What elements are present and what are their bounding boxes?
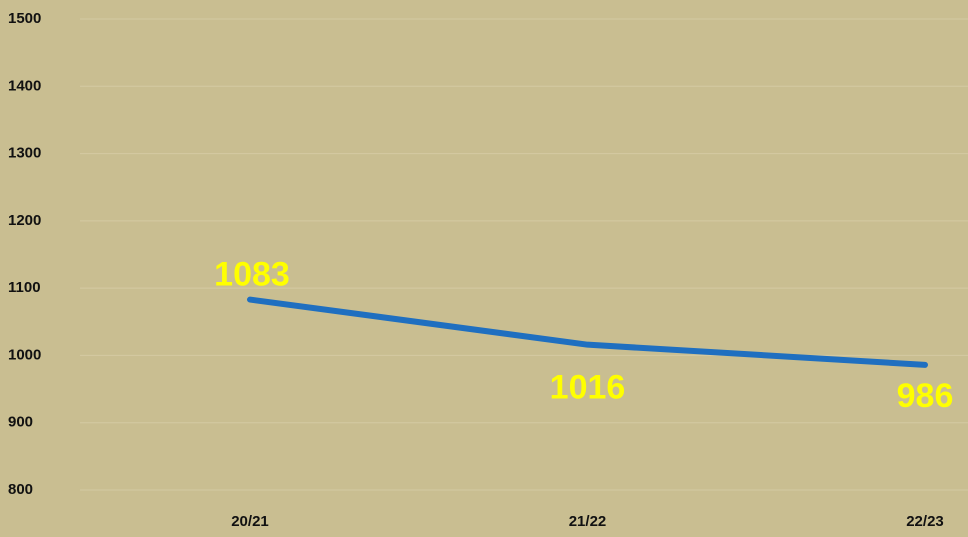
y-tick-label: 1300	[8, 145, 41, 162]
data-label: 986	[897, 377, 954, 415]
y-tick-label: 1500	[8, 10, 41, 27]
data-label: 1016	[550, 369, 626, 407]
line	[247, 296, 928, 368]
x-tick-label: 20/21	[231, 513, 269, 530]
y-tick-label: 1400	[8, 77, 41, 94]
x-tick-label: 22/23	[906, 513, 944, 530]
data-label: 1083	[214, 256, 290, 294]
y-tick-label: 1100	[8, 279, 41, 296]
x-tick-label: 21/22	[569, 513, 607, 530]
y-tick-label: 800	[8, 481, 33, 498]
y-tick-label: 1200	[8, 212, 41, 229]
y-tick-label: 900	[8, 414, 33, 431]
y-tick-label: 1000	[8, 346, 41, 363]
